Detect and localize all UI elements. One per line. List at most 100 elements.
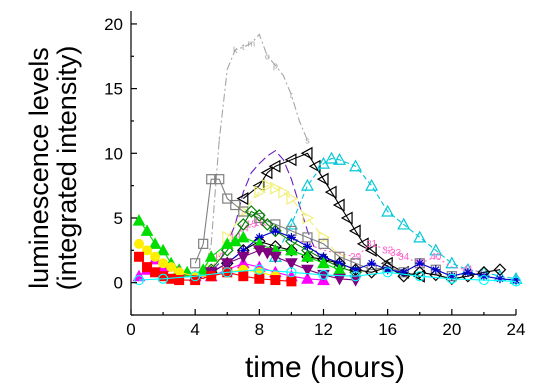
series-6-point-6	[238, 206, 249, 217]
series-3	[268, 151, 523, 284]
series-4-point-8	[302, 211, 315, 225]
series-5-point-16: 34	[398, 252, 410, 263]
series-4-point-9	[318, 230, 331, 244]
series-8-point-5	[285, 243, 298, 257]
series-12-point-2	[236, 251, 250, 264]
series-0-point-8: o	[265, 51, 270, 61]
series-12-point-5	[269, 251, 282, 264]
series-12-point-6	[285, 258, 298, 270]
series-3-point-6	[349, 159, 363, 172]
series-15-point-4	[254, 264, 265, 275]
series-5-point-4: 14	[238, 223, 250, 234]
y-tick-label-2: 10	[104, 144, 123, 163]
series-14-point-5	[174, 275, 185, 286]
series-9-point-11	[367, 258, 377, 268]
series-5-point-14: 32	[382, 245, 394, 256]
series-12-point-9	[333, 273, 346, 286]
series-5-point-15: 33	[390, 248, 402, 259]
series-12-point-1	[220, 258, 234, 270]
series-9-point-3	[238, 245, 248, 255]
series-2-point-11	[348, 224, 361, 238]
series-5-point-13: 31	[366, 239, 378, 250]
series-15	[133, 264, 522, 287]
series-0-point-6: m	[248, 38, 256, 48]
series-7-point-4	[252, 209, 266, 222]
series-3-point-4	[325, 151, 339, 164]
x-tick-label-1: 4	[190, 320, 199, 339]
series-2-point-2	[260, 166, 273, 180]
series-7-point-6	[269, 224, 282, 238]
series-15-point-1	[157, 273, 169, 284]
series-15-point-6	[318, 269, 329, 280]
series-5-line	[210, 222, 484, 273]
series-15-point-0	[133, 274, 145, 286]
x-tick-label-6: 24	[507, 320, 526, 339]
y-axis-label-line-2: (integrated intensity)	[52, 46, 82, 291]
series-8-point-13	[413, 265, 427, 279]
series-15-point-11	[478, 274, 490, 286]
series-6-point-2	[206, 174, 217, 185]
series-14-point-6	[190, 275, 201, 286]
series-14-point-9	[238, 271, 249, 282]
series-9-point-7	[302, 241, 312, 251]
series-10-point-2	[148, 237, 162, 249]
series-2-point-10	[340, 211, 353, 225]
series-9-point-19	[495, 274, 505, 284]
series-6-point-4	[222, 193, 233, 204]
series-5-point-5: 15	[246, 219, 258, 230]
series-3-point-8	[381, 204, 395, 217]
series-15-point-7	[350, 271, 361, 282]
series-3-point-10	[413, 230, 427, 243]
x-tick-label-5: 20	[442, 320, 461, 339]
series-9-point-13	[399, 267, 409, 277]
series-7-line	[210, 210, 356, 273]
series-13-point-2	[150, 251, 161, 262]
series-15-line	[138, 269, 517, 282]
series-9-point-10	[351, 265, 361, 275]
x-tick-label-4: 16	[378, 320, 397, 339]
series-6-point-1	[198, 238, 209, 249]
series-9-point-20	[511, 275, 521, 285]
series-9-point-12	[383, 265, 393, 275]
series-8-point-14	[429, 268, 443, 282]
y-tick-label-4: 20	[104, 15, 123, 34]
series-3-point-7	[365, 178, 379, 191]
series-3-line	[274, 157, 517, 280]
series-6-point-3	[214, 174, 225, 185]
series-14-point-11	[270, 275, 281, 286]
series-0-point-11: r	[290, 90, 293, 100]
series-15-point-2	[190, 271, 201, 282]
series-15-point-3	[222, 267, 233, 278]
series-13-point-0	[134, 238, 145, 249]
series-14-point-0	[134, 251, 145, 262]
series-0: l k t mop r s	[202, 33, 310, 277]
series-2-point-8	[324, 185, 337, 199]
series-1	[202, 149, 324, 280]
series-14-point-10	[254, 273, 265, 284]
series-0-point-9: p	[273, 60, 278, 70]
series-8-point-16	[461, 269, 475, 283]
series-10-point-9	[204, 250, 218, 262]
series-10-point-3	[156, 243, 170, 256]
series-14-point-1	[142, 262, 153, 273]
series-2-point-0	[236, 192, 249, 206]
series-3-point-9	[397, 217, 411, 230]
series-3-point-5	[333, 153, 347, 165]
series-0-line	[202, 33, 309, 277]
series-2-point-6	[308, 159, 321, 173]
series-3-point-11	[429, 243, 443, 256]
series-6-point-10	[302, 232, 313, 243]
series-0-point-13: s	[305, 135, 310, 145]
y-axis-label-line-1: luminescence levels	[24, 47, 54, 289]
series-0-point-5: t	[242, 42, 245, 52]
series-14-point-12	[286, 276, 297, 287]
axes-layer: 0 5 10 15 20 0 4 8 12 16 20 24	[104, 11, 525, 339]
series-9-point-15	[431, 265, 441, 275]
series-15-point-8	[382, 267, 393, 278]
series-10-point-15	[285, 243, 298, 256]
series-10-point-1	[140, 224, 154, 236]
series-9-point-14	[415, 258, 425, 268]
series-9-point-5	[270, 226, 280, 236]
x-tick-label-3: 12	[314, 320, 333, 339]
